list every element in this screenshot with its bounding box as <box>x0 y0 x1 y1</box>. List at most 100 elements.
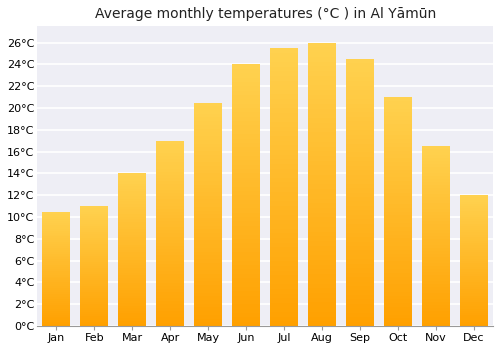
Bar <box>80 252 108 254</box>
Bar <box>156 218 184 221</box>
Bar <box>156 166 184 169</box>
Bar <box>308 170 336 175</box>
Bar <box>460 254 488 256</box>
Bar <box>118 270 146 273</box>
Bar <box>194 233 222 237</box>
Bar <box>460 215 488 217</box>
Bar <box>232 182 260 187</box>
Bar <box>384 150 412 154</box>
Bar <box>270 85 298 90</box>
Bar <box>194 218 222 222</box>
Bar <box>194 252 222 255</box>
Bar <box>460 219 488 222</box>
Bar <box>232 270 260 274</box>
Bar <box>422 266 450 269</box>
Bar <box>308 236 336 241</box>
Bar <box>346 299 374 304</box>
Bar <box>42 227 70 229</box>
Bar <box>232 169 260 174</box>
Bar <box>118 234 146 237</box>
Bar <box>384 147 412 150</box>
Bar <box>384 288 412 292</box>
Bar <box>156 323 184 326</box>
Bar <box>460 226 488 228</box>
Bar <box>42 286 70 288</box>
Bar <box>194 203 222 207</box>
Bar <box>308 194 336 198</box>
Bar <box>232 208 260 213</box>
Bar <box>422 200 450 203</box>
Bar <box>232 165 260 169</box>
Bar <box>194 207 222 211</box>
Bar <box>156 221 184 224</box>
Bar <box>42 299 70 301</box>
Bar <box>384 261 412 265</box>
Bar <box>308 43 336 47</box>
Bar <box>346 117 374 121</box>
Bar <box>194 125 222 129</box>
Bar <box>460 265 488 267</box>
Bar <box>384 139 412 143</box>
Bar <box>422 323 450 326</box>
Bar <box>156 150 184 153</box>
Bar <box>308 128 336 132</box>
Bar <box>270 322 298 326</box>
Bar <box>460 298 488 300</box>
Bar <box>156 233 184 237</box>
Bar <box>118 265 146 268</box>
Bar <box>118 232 146 234</box>
Bar <box>460 282 488 285</box>
Bar <box>118 242 146 245</box>
Bar <box>308 57 336 62</box>
Bar <box>42 305 70 307</box>
Bar <box>232 226 260 230</box>
Bar <box>384 166 412 170</box>
Bar <box>118 209 146 212</box>
Bar <box>308 241 336 246</box>
Bar <box>270 159 298 164</box>
Bar <box>422 269 450 272</box>
Bar <box>156 199 184 203</box>
Bar <box>118 301 146 303</box>
Bar <box>156 264 184 267</box>
Bar <box>194 244 222 248</box>
Bar <box>194 173 222 177</box>
Bar <box>460 302 488 304</box>
Bar <box>384 280 412 284</box>
Bar <box>194 259 222 263</box>
Bar <box>346 210 374 215</box>
Bar <box>80 296 108 298</box>
Bar <box>346 63 374 68</box>
Bar <box>384 208 412 212</box>
Bar <box>308 156 336 161</box>
Bar <box>422 170 450 173</box>
Bar <box>118 288 146 290</box>
Bar <box>346 193 374 197</box>
Bar <box>422 296 450 299</box>
Bar <box>118 204 146 206</box>
Bar <box>422 317 450 320</box>
Bar <box>308 298 336 302</box>
Bar <box>270 108 298 113</box>
Bar <box>384 296 412 299</box>
Bar <box>270 145 298 150</box>
Bar <box>270 178 298 182</box>
Bar <box>194 181 222 184</box>
Bar <box>80 230 108 232</box>
Bar <box>232 121 260 126</box>
Bar <box>460 274 488 276</box>
Bar <box>118 273 146 275</box>
Bar <box>270 71 298 76</box>
Bar <box>80 266 108 268</box>
Bar <box>384 234 412 238</box>
Bar <box>270 312 298 317</box>
Bar <box>118 283 146 285</box>
Bar <box>42 296 70 298</box>
Bar <box>42 267 70 269</box>
Bar <box>80 240 108 242</box>
Bar <box>384 196 412 200</box>
Bar <box>194 147 222 151</box>
Bar <box>308 302 336 307</box>
Bar <box>232 77 260 82</box>
Bar <box>422 164 450 167</box>
